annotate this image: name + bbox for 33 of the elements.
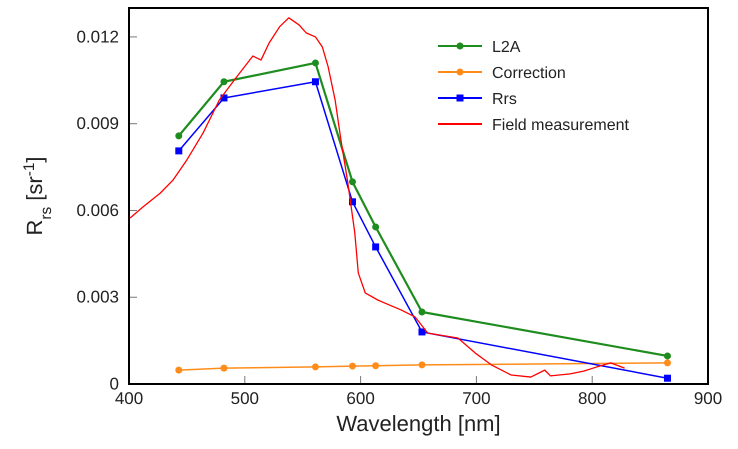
x-axis-title: Wavelength [nm] bbox=[336, 411, 501, 436]
point bbox=[312, 78, 319, 86]
point bbox=[664, 359, 671, 366]
x-tick-label: 900 bbox=[694, 389, 722, 408]
legend-label: Rrs bbox=[492, 91, 517, 108]
point bbox=[175, 366, 182, 374]
point bbox=[220, 364, 228, 372]
point bbox=[664, 352, 671, 360]
point bbox=[175, 132, 182, 140]
x-tick-label: 700 bbox=[462, 389, 491, 408]
point bbox=[418, 328, 426, 336]
point bbox=[372, 243, 380, 250]
y-tick-label: 0.009 bbox=[76, 114, 119, 134]
point bbox=[175, 147, 182, 154]
legend-label: L2A bbox=[492, 39, 521, 56]
point bbox=[418, 361, 426, 368]
point bbox=[312, 363, 319, 370]
point bbox=[372, 223, 380, 230]
point bbox=[220, 78, 228, 86]
point bbox=[312, 59, 319, 66]
legend-label: Field measurement bbox=[492, 117, 630, 134]
y-tick-label: 0.012 bbox=[76, 27, 119, 46]
point bbox=[372, 362, 380, 370]
x-tick-label: 800 bbox=[578, 389, 606, 408]
point bbox=[418, 308, 426, 316]
x-tick-label: 600 bbox=[346, 389, 375, 408]
y-tick-label: 0.006 bbox=[76, 200, 119, 220]
point bbox=[664, 374, 671, 382]
y-tick-label: 0.003 bbox=[76, 288, 119, 307]
point bbox=[348, 362, 356, 370]
x-tick-label: 500 bbox=[230, 389, 259, 408]
point bbox=[348, 178, 356, 186]
legend-label: Correction bbox=[492, 65, 566, 82]
